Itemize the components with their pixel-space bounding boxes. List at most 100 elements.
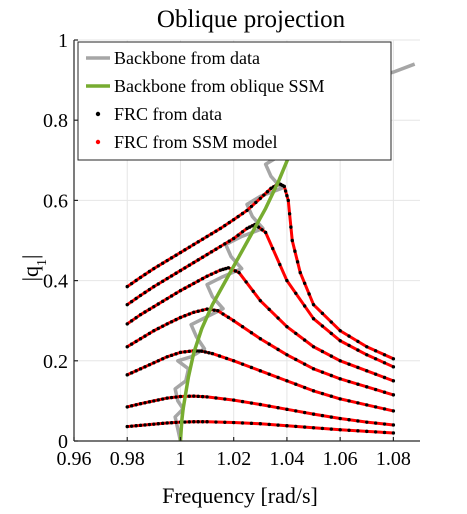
frc-data-point bbox=[125, 405, 129, 409]
frc-data-point bbox=[156, 264, 160, 268]
y-axis-label: |q1| bbox=[18, 255, 50, 282]
frc-data-point bbox=[161, 397, 165, 401]
frc-data-point bbox=[347, 343, 351, 348]
frc-data-point bbox=[365, 353, 369, 357]
frc-data-point bbox=[285, 353, 289, 357]
frc-data-point bbox=[267, 372, 271, 376]
frc-data-point bbox=[147, 287, 152, 292]
frc-data-point bbox=[129, 342, 134, 346]
frc-data-point bbox=[311, 367, 316, 371]
frc-data-point bbox=[287, 212, 292, 216]
frc-data-point bbox=[205, 307, 209, 311]
frc-data-point bbox=[192, 242, 196, 247]
frc-data-point bbox=[240, 399, 245, 404]
frc-data-point bbox=[161, 421, 165, 426]
frc-model-curve bbox=[126, 182, 394, 361]
frc-data-point bbox=[298, 270, 302, 275]
frc-data-point bbox=[143, 423, 147, 427]
frc-data-point bbox=[254, 200, 258, 205]
frc-data-point bbox=[329, 320, 333, 324]
frc-data-point bbox=[192, 281, 196, 286]
y-axis-label-base: |q bbox=[18, 266, 43, 281]
frc-data-point bbox=[200, 276, 205, 281]
frc-data-point bbox=[311, 302, 316, 307]
frc-data-point bbox=[329, 394, 333, 398]
frc-data-point bbox=[245, 226, 249, 231]
frc-data-point bbox=[320, 370, 325, 374]
frc-data-point bbox=[165, 355, 169, 359]
frc-data-point bbox=[134, 278, 138, 283]
frc-data-point bbox=[320, 413, 325, 418]
frc-data-point bbox=[320, 324, 325, 328]
frc-data-point bbox=[165, 322, 169, 326]
frc-data-point bbox=[285, 194, 289, 198]
frc-data-point bbox=[174, 291, 178, 295]
frc-data-point bbox=[382, 407, 387, 411]
frc-data-point bbox=[373, 421, 378, 425]
legend-label: FRC from data bbox=[114, 104, 222, 124]
frc-data-point bbox=[196, 258, 200, 262]
frc-data-point bbox=[302, 385, 307, 390]
frc-data-point bbox=[187, 263, 192, 267]
frc-data-point bbox=[231, 398, 236, 402]
frc-data-point bbox=[125, 284, 129, 289]
frc-data-point bbox=[174, 420, 178, 425]
frc-data-point bbox=[183, 266, 187, 270]
frc-data-point bbox=[382, 361, 387, 365]
frc-data-point bbox=[226, 266, 231, 270]
frc-data-point bbox=[356, 365, 360, 370]
frc-data-point bbox=[356, 419, 360, 423]
legend: Backbone from data Backbone from oblique … bbox=[77, 41, 392, 161]
frc-data-point bbox=[338, 339, 342, 343]
frc-data-point bbox=[214, 229, 218, 233]
frc-data-point bbox=[183, 248, 187, 252]
frc-data-point bbox=[205, 420, 209, 424]
frc-data-point bbox=[161, 279, 165, 283]
frc-data-point bbox=[365, 420, 369, 424]
frc-data-point bbox=[200, 237, 205, 241]
frc-data-point bbox=[338, 359, 342, 363]
frc-data-point bbox=[134, 424, 138, 428]
legend-swatch-dot bbox=[95, 139, 101, 145]
frc-data-point bbox=[329, 354, 333, 358]
frc-data-point bbox=[156, 359, 160, 363]
frc-data-point bbox=[138, 423, 143, 428]
frc-data-point bbox=[178, 288, 183, 293]
frc-data-point bbox=[329, 427, 333, 431]
frc-data-point bbox=[373, 372, 378, 376]
frc-data-point bbox=[373, 357, 378, 361]
y-tick-label: 1 bbox=[58, 30, 68, 52]
frc-data-point bbox=[165, 258, 169, 263]
frc-data-point bbox=[192, 420, 196, 424]
frc-data-point bbox=[214, 420, 218, 424]
frc-data-point bbox=[203, 350, 208, 354]
frc-data-point bbox=[205, 234, 209, 239]
frc-data-point bbox=[250, 224, 255, 228]
frc-data-point bbox=[187, 245, 192, 249]
frc-data-point bbox=[197, 349, 201, 353]
frc-data-point bbox=[231, 217, 236, 222]
frc-data-point bbox=[214, 396, 218, 400]
frc-model-curve bbox=[126, 349, 394, 413]
frc-data-point bbox=[223, 223, 227, 228]
frc-data-point bbox=[240, 211, 245, 216]
frc-data-point bbox=[231, 236, 236, 241]
frc-data-point bbox=[196, 279, 200, 283]
frc-data-point bbox=[231, 420, 236, 425]
frc-data-point bbox=[347, 379, 351, 384]
frc-data-point bbox=[196, 240, 200, 244]
frc-data-point bbox=[138, 337, 143, 341]
frc-data-point bbox=[129, 424, 134, 428]
frc-data-point bbox=[143, 365, 147, 369]
axes bbox=[73, 39, 420, 442]
frc-data-point bbox=[147, 400, 152, 404]
frc-data-point bbox=[249, 204, 254, 209]
frc-data-point bbox=[258, 369, 263, 373]
frc-data-point bbox=[129, 404, 134, 408]
frc-data-point bbox=[382, 375, 387, 380]
frc-data-point bbox=[236, 233, 240, 237]
frc-model-curve bbox=[126, 222, 394, 369]
frc-data-point bbox=[178, 250, 183, 255]
frc-data-point bbox=[302, 281, 307, 285]
frc-data-point bbox=[143, 272, 147, 277]
